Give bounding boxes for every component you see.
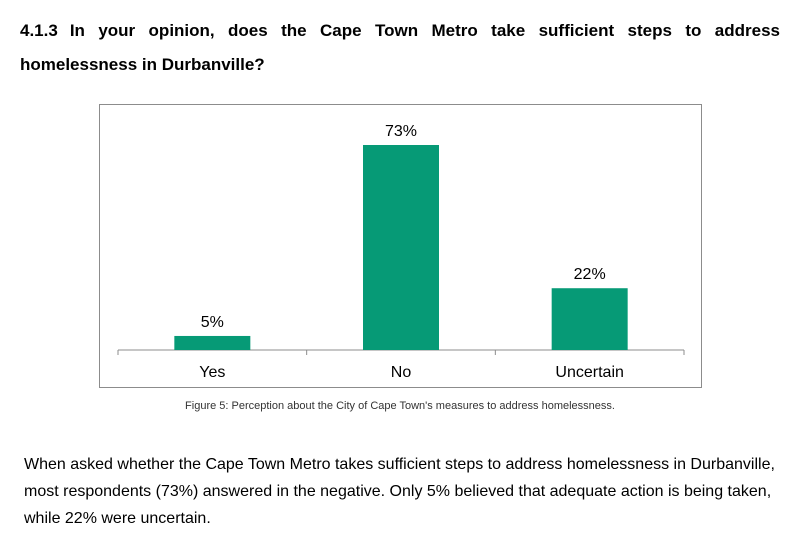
category-label: No: [391, 364, 412, 381]
section-number: 4.1.3: [20, 21, 58, 40]
bar-uncertain: [551, 288, 628, 350]
section-question: In your opinion, does the Cape Town Metr…: [20, 21, 780, 74]
data-label: 22%: [574, 266, 606, 283]
category-label: Uncertain: [555, 364, 623, 381]
section-heading: 4.1.3 In your opinion, does the Cape Town…: [20, 14, 780, 82]
figure-caption: Figure 5: Perception about the City of C…: [185, 400, 615, 412]
data-label: 73%: [385, 123, 417, 140]
category-label: Yes: [199, 364, 225, 381]
bar-chart-svg: 5% Yes 73% No 22% Uncertain: [117, 123, 685, 381]
bar-no: [363, 145, 439, 350]
bar-yes: [174, 335, 251, 350]
bar-chart: 5% Yes 73% No 22% Uncertain: [99, 104, 702, 388]
data-label: 5%: [201, 314, 224, 331]
body-paragraph: When asked whether the Cape Town Metro t…: [24, 456, 775, 527]
